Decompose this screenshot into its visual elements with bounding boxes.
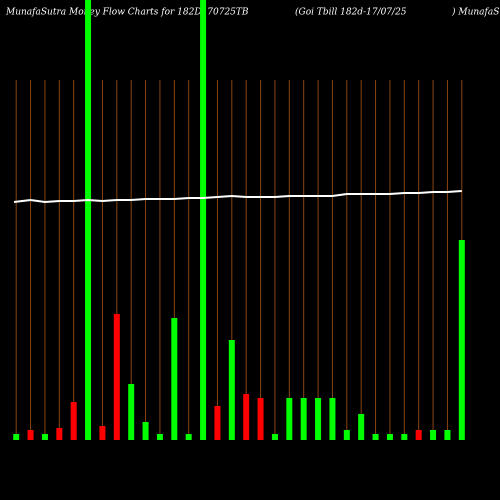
bar: [358, 414, 365, 440]
site-label: ) MunafaSutra.com: [451, 7, 500, 18]
bar: [56, 428, 63, 440]
bar: [200, 0, 207, 440]
bar: [185, 434, 192, 440]
bar: [386, 434, 393, 440]
chart-subtitle: (Goi Tbill 182d-17/07/25: [295, 7, 407, 18]
bar: [401, 434, 408, 440]
bar: [286, 398, 293, 440]
bar: [243, 394, 250, 440]
bar: [171, 318, 178, 440]
bar: [300, 398, 307, 440]
bar: [343, 430, 350, 440]
bar: [444, 430, 451, 440]
bar: [430, 430, 437, 440]
bar: [372, 434, 379, 440]
bar: [128, 384, 135, 440]
bar: [85, 0, 92, 440]
bar: [70, 402, 77, 440]
bar: [257, 398, 264, 440]
price-line: [13, 190, 462, 204]
bar: [27, 430, 34, 440]
bar: [415, 430, 422, 440]
bar: [271, 434, 278, 440]
chart-title: MunafaSutra Money Flow Charts for 182D17…: [5, 8, 249, 18]
bar: [228, 340, 235, 440]
bar: [156, 434, 163, 440]
bar: [113, 314, 120, 440]
bar: [458, 240, 465, 440]
bar: [99, 426, 106, 440]
bar: [13, 434, 20, 440]
bar: [142, 422, 149, 440]
bar: [315, 398, 322, 440]
bar: [214, 406, 221, 440]
bar: [329, 398, 336, 440]
bar: [41, 434, 48, 440]
